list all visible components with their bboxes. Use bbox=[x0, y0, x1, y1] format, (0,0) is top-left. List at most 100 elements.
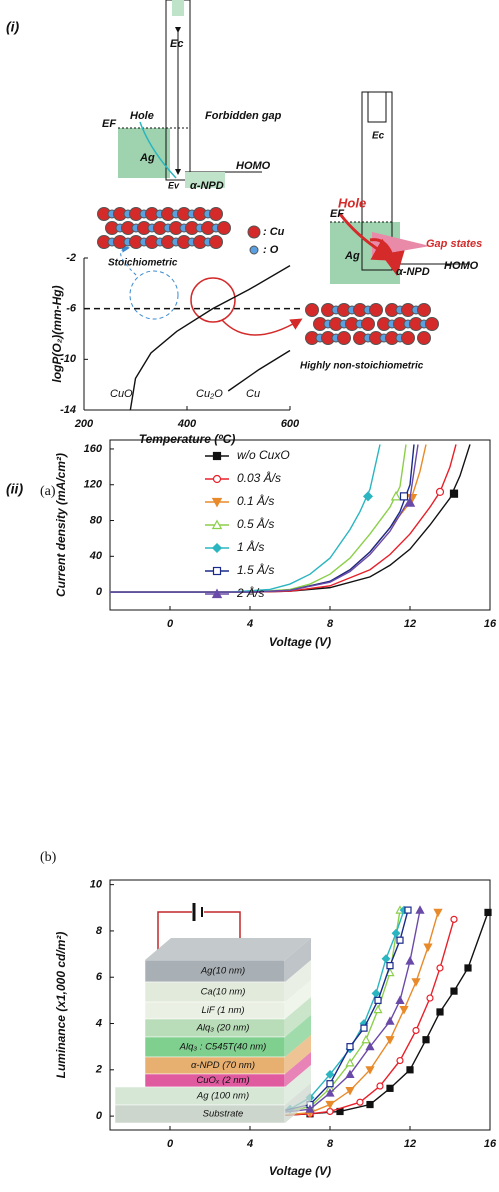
panel-label: (b) bbox=[40, 850, 57, 865]
marker bbox=[450, 915, 458, 923]
marker bbox=[405, 956, 415, 965]
layer bbox=[114, 1104, 286, 1124]
legend-marker bbox=[211, 519, 223, 530]
marker bbox=[365, 1041, 375, 1051]
x-tick-label: 8 bbox=[327, 1138, 334, 1150]
legend-marker bbox=[212, 566, 222, 576]
label: EF bbox=[330, 208, 344, 220]
marker bbox=[422, 1036, 430, 1044]
x-tick-label: 12 bbox=[404, 1138, 416, 1150]
layer-label: Ag (100 nm) bbox=[196, 1091, 249, 1102]
label: : Cu bbox=[263, 226, 285, 238]
x-tick-label: 4 bbox=[246, 1138, 253, 1150]
y-tick-label: 6 bbox=[96, 971, 103, 983]
label: Highly non-stoichiometric bbox=[300, 361, 424, 372]
series-line bbox=[110, 444, 471, 593]
legend-label: 0.5 Å/s bbox=[237, 516, 274, 531]
cu-atom bbox=[417, 303, 431, 317]
layer-side bbox=[285, 1083, 311, 1123]
y-axis-label: Current density (mA/cm²) bbox=[54, 453, 68, 597]
panel-label: (i) bbox=[6, 19, 20, 35]
label: Hole bbox=[338, 195, 366, 210]
panel-label: (ii) bbox=[6, 481, 23, 497]
hole-path bbox=[369, 238, 405, 276]
label: Ec bbox=[372, 131, 385, 142]
y-tick-label: 40 bbox=[89, 550, 103, 562]
label: α-NPD bbox=[396, 266, 430, 278]
marker bbox=[356, 1098, 364, 1106]
marker bbox=[433, 908, 443, 918]
y-tick-label: 80 bbox=[90, 514, 103, 526]
y-tick-label: -2 bbox=[66, 252, 76, 264]
marker bbox=[385, 1036, 395, 1045]
arrow bbox=[221, 318, 303, 336]
layer-label: Ca(10 nm) bbox=[201, 987, 246, 998]
legend-o bbox=[249, 245, 259, 255]
marker bbox=[436, 1008, 444, 1016]
marker bbox=[404, 906, 412, 914]
marker bbox=[391, 928, 401, 938]
plot-frame bbox=[109, 439, 491, 611]
marker bbox=[450, 987, 458, 995]
marker bbox=[464, 964, 472, 972]
layer-label: Ag(10 nm) bbox=[200, 966, 245, 977]
series-line bbox=[227, 349, 291, 392]
y-tick-label: 160 bbox=[84, 443, 103, 455]
marker bbox=[360, 1024, 368, 1032]
layer-label: Alq₃ : C545T(40 nm) bbox=[179, 1042, 267, 1053]
legend-label: 1.5 Å/s bbox=[237, 562, 274, 577]
x-tick-label: 12 bbox=[404, 618, 416, 630]
x-tick-label: 0 bbox=[167, 618, 174, 630]
layer-side bbox=[285, 960, 311, 1002]
cu-atom bbox=[337, 331, 351, 345]
marker bbox=[386, 962, 394, 970]
marker bbox=[399, 492, 409, 501]
cu-atom bbox=[425, 317, 439, 331]
legend-label: w/o CuxO bbox=[237, 448, 290, 462]
layer-label: Alq₃ (20 nm) bbox=[196, 1023, 250, 1034]
cu-atom bbox=[417, 331, 431, 345]
marker bbox=[326, 1080, 334, 1088]
marker bbox=[365, 1066, 375, 1075]
marker bbox=[436, 964, 444, 972]
layer-label: Substrate bbox=[203, 1109, 244, 1120]
marker bbox=[345, 1087, 355, 1096]
legend-marker bbox=[211, 497, 223, 508]
series-line bbox=[110, 444, 381, 593]
y-tick-label: 8 bbox=[96, 925, 103, 937]
marker bbox=[346, 1043, 354, 1051]
layer-side bbox=[285, 980, 311, 1019]
energy-diagram-right bbox=[330, 91, 470, 284]
marker bbox=[426, 994, 434, 1002]
label: Forbidden gap bbox=[205, 110, 282, 122]
y-tick-label: -6 bbox=[66, 303, 77, 315]
marker bbox=[399, 1006, 409, 1015]
marker bbox=[484, 908, 492, 917]
marker bbox=[374, 996, 382, 1004]
energy-diagram-left bbox=[118, 0, 262, 188]
x-axis-label: Temperature (ºC) bbox=[139, 432, 236, 446]
marker bbox=[386, 1084, 394, 1092]
y-tick-label: 10 bbox=[90, 879, 103, 891]
x-tick-label: 0 bbox=[167, 1138, 174, 1150]
y-tick-label: 0 bbox=[96, 586, 103, 598]
y-axis-label: Luminance (x1,000 cd/m²) bbox=[54, 932, 68, 1079]
layer-side bbox=[285, 938, 311, 982]
legend-marker bbox=[211, 588, 223, 599]
ag-block bbox=[118, 128, 170, 178]
legend-label: 1 Å/s bbox=[237, 539, 264, 554]
marker bbox=[371, 988, 381, 998]
series-line bbox=[110, 444, 457, 593]
marker bbox=[411, 978, 421, 987]
layer-label: CuOₓ (2 nm) bbox=[196, 1075, 249, 1086]
label: Gap states bbox=[426, 238, 482, 250]
layer-side bbox=[285, 997, 311, 1037]
label: HOMO bbox=[236, 160, 271, 172]
layer-top bbox=[145, 938, 311, 960]
layer-side bbox=[285, 1015, 311, 1057]
plot-frame bbox=[109, 879, 491, 1131]
cu-atom bbox=[305, 303, 319, 317]
marker bbox=[395, 995, 405, 1004]
chart: -2 -6 -10 -14 200 400 600 Temperature (ºC) logP(… bbox=[50, 252, 300, 446]
marker bbox=[390, 490, 402, 501]
